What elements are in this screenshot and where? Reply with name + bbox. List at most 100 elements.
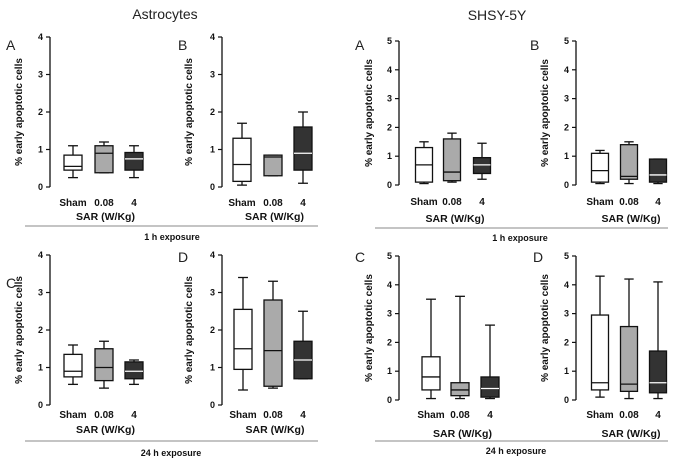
y-tick-label: 1 — [210, 145, 215, 155]
x-category-label: 4 — [479, 197, 485, 208]
box-0-08 — [450, 295, 470, 400]
box-iqr — [480, 376, 500, 398]
box-iqr — [293, 126, 313, 171]
x-axis-label: SAR (W/Kg) — [76, 424, 135, 436]
panel-astrocytes-a: A % early apoptotic cells 0 1 2 3 4 Sham 0.08 4 SA… — [6, 32, 144, 223]
box-sham — [414, 141, 434, 185]
y-tick-label: 1 — [564, 151, 569, 161]
panel-letter: B — [530, 37, 539, 53]
y-tick-label: 0 — [210, 400, 215, 410]
box-iqr — [94, 348, 114, 382]
box-iqr — [472, 156, 492, 175]
panel-letter: C — [6, 275, 16, 291]
x-axis-label: SAR (W/Kg) — [76, 211, 135, 223]
x-category-label: Sham — [59, 410, 86, 421]
y-tick-label: 0 — [38, 182, 43, 192]
box-iqr — [233, 308, 253, 371]
x-category-label: Sham — [410, 197, 437, 208]
y-tick-label: 2 — [38, 107, 43, 117]
exposure-label-24h: 24 h exposure — [486, 446, 547, 456]
y-axis-label: % early apoptotic cells — [540, 59, 551, 167]
panel-shsy5y-c: C % early apoptotic cells 0 1 2 3 4 5 Sham 0.08 4 S… — [355, 249, 500, 440]
box-0-08 — [619, 278, 639, 400]
panel-astrocytes-c: C% early apoptotic cells 0 1 2 3 4 Sham 0.08 4 SA… — [6, 250, 144, 436]
y-tick-label: 1 — [564, 366, 569, 376]
box-iqr — [232, 137, 252, 183]
box-0-08 — [619, 141, 639, 185]
y-tick-label: 4 — [38, 32, 43, 42]
y-tick-label: 3 — [387, 309, 392, 319]
y-axis-label: % early apoptotic cells — [14, 58, 25, 166]
panel-letter: B — [178, 37, 187, 53]
y-tick-label: 2 — [38, 325, 43, 335]
panel-letter: A — [355, 37, 365, 53]
y-tick-label: 2 — [210, 107, 215, 117]
y-tick-label: 4 — [210, 250, 215, 260]
box-0-08 — [263, 154, 283, 177]
box-iqr — [421, 356, 441, 391]
y-tick-label: 3 — [38, 288, 43, 298]
box-iqr — [94, 145, 114, 174]
y-tick-label: 3 — [564, 94, 569, 104]
x-category-label: 0.08 — [263, 410, 283, 421]
panel-shsy5y-b: B% early apoptotic cells 0 1 2 3 4 5 Sham 0.08 4 S… — [530, 36, 668, 225]
x-axis-label: SAR (W/Kg) — [246, 424, 305, 436]
x-category-label: 0.08 — [442, 197, 462, 208]
box-iqr — [124, 361, 144, 380]
panel-letter: D — [178, 249, 188, 265]
y-tick-label: 4 — [38, 250, 43, 260]
exposure-label-1h: 1 h exposure — [144, 232, 200, 242]
y-tick-label: 3 — [564, 309, 569, 319]
x-category-label: 0.08 — [94, 198, 114, 209]
box-4 — [648, 158, 668, 185]
box-iqr — [63, 353, 83, 378]
box-sham — [63, 145, 83, 179]
y-axis-label: % early apoptotic cells — [184, 58, 195, 166]
box-4 — [124, 145, 144, 179]
y-tick-label: 1 — [387, 366, 392, 376]
y-tick-label: 2 — [210, 325, 215, 335]
box-4 — [293, 111, 313, 184]
box-iqr — [124, 151, 144, 171]
box-0-08 — [94, 141, 114, 174]
box-iqr — [648, 350, 668, 394]
y-tick-label: 4 — [387, 280, 392, 290]
y-tick-label: 1 — [38, 145, 43, 155]
y-tick-label: 5 — [564, 251, 569, 261]
box-sham — [63, 344, 83, 386]
exposure-label-1h: 1 h exposure — [492, 233, 548, 243]
box-iqr — [263, 154, 283, 177]
x-category-label: 4 — [655, 197, 661, 208]
panel-astrocytes-d: D % early apoptotic cells 0 1 2 3 4 Sham 0.08 4 SA… — [178, 249, 313, 436]
panel-astrocytes-b: B % early apoptotic cells 0 1 2 3 4 Sham 0.08 4 SA… — [178, 32, 313, 223]
y-tick-label: 2 — [564, 122, 569, 132]
box-sham — [233, 276, 253, 391]
y-tick-label: 0 — [210, 182, 215, 192]
x-category-label: 4 — [655, 410, 661, 421]
x-category-label: Sham — [59, 198, 86, 209]
box-iqr — [590, 314, 610, 391]
x-axis-label: SAR (W/Kg) — [245, 211, 304, 223]
title-astrocytes: Astrocytes — [132, 6, 197, 22]
x-category-label: 0.08 — [94, 410, 114, 421]
y-tick-label: 4 — [564, 65, 569, 75]
y-tick-label: 0 — [38, 400, 43, 410]
x-category-label: 4 — [487, 410, 493, 421]
box-iqr — [63, 154, 83, 171]
title-shsy5y: SHSY-5Y — [468, 7, 527, 23]
box-4 — [480, 324, 500, 400]
box-sham — [232, 122, 252, 186]
box-iqr — [450, 382, 470, 397]
x-category-label: 4 — [131, 198, 137, 209]
y-axis-label: % early apoptotic cells — [14, 276, 25, 384]
exposure-label-24h: 24 h exposure — [141, 448, 202, 458]
x-axis-label: SAR (W/Kg) — [433, 428, 492, 440]
x-category-label: Sham — [228, 198, 255, 209]
x-category-label: 0.08 — [619, 197, 639, 208]
x-axis-label: SAR (W/Kg) — [426, 213, 485, 225]
panel-letter: D — [533, 249, 543, 265]
x-category-label: Sham — [417, 410, 444, 421]
box-0-08 — [442, 132, 462, 183]
y-tick-label: 2 — [564, 337, 569, 347]
